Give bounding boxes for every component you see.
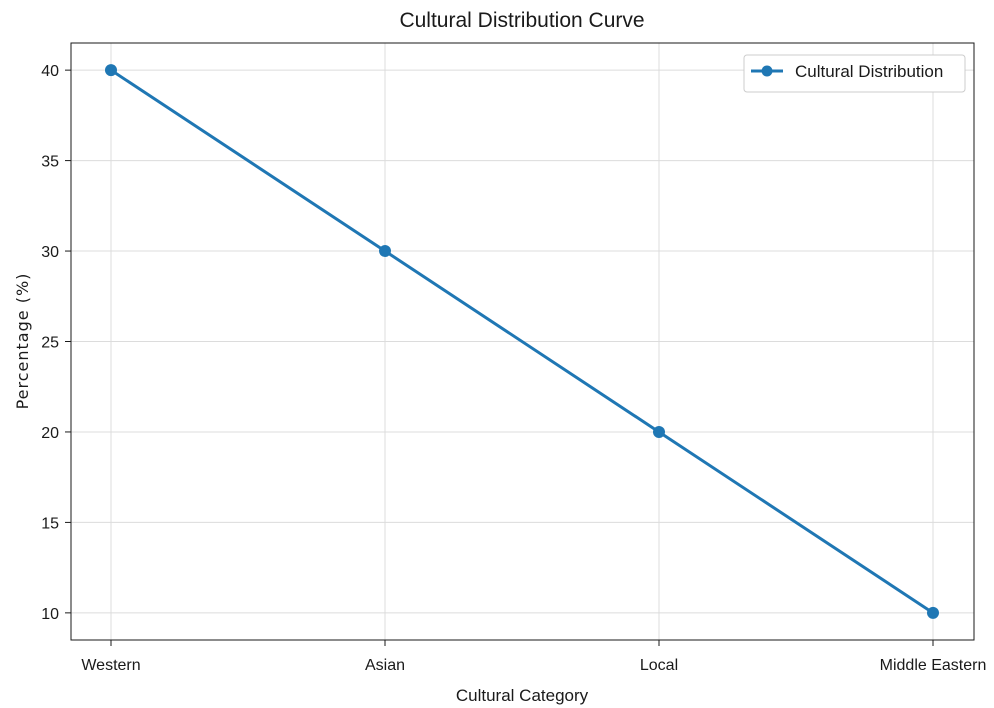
x-axis-label: Cultural Category	[456, 686, 589, 705]
series-layer	[105, 64, 939, 619]
data-point	[927, 606, 939, 619]
x-tick-label: Western	[81, 657, 140, 674]
data-point	[379, 245, 391, 258]
y-tick-label: 10	[41, 606, 59, 623]
legend-entry-label: Cultural Distribution	[795, 62, 943, 81]
x-tick-label: Asian	[365, 657, 405, 674]
x-tick-label: Middle Eastern	[880, 657, 987, 674]
data-point	[653, 425, 665, 438]
y-tick-label: 40	[41, 63, 59, 80]
y-axis-label: Percentage (%)	[13, 273, 32, 410]
y-tick-label: 25	[41, 335, 59, 352]
y-tick-label: 30	[41, 244, 59, 261]
x-tick-label: Local	[640, 657, 678, 674]
grid-lines	[71, 43, 974, 640]
legend-marker-swatch	[761, 65, 773, 77]
y-tick-label: 20	[41, 425, 59, 442]
axis-ticks: Western Asian Local Middle Eastern 10 15 20 25 3…	[41, 63, 986, 674]
legend-box	[743, 54, 966, 93]
plot-area-frame	[70, 42, 975, 641]
y-tick-label: 15	[41, 515, 59, 532]
legend: Cultural Distribution	[743, 54, 966, 93]
data-point	[105, 64, 117, 77]
y-tick-label: 35	[41, 154, 59, 171]
chart-title: Cultural Distribution Curve	[399, 9, 644, 32]
series-line	[109, 68, 935, 615]
